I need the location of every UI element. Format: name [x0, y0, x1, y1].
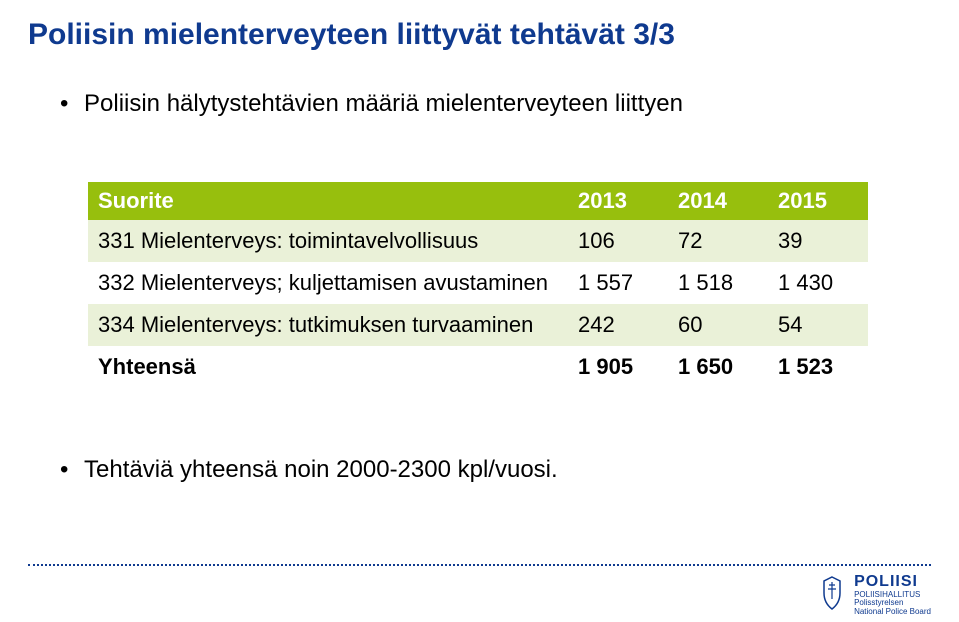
cell-value: 72 [668, 220, 768, 262]
logo-text-block: POLIISI POLIISIHALLITUS Polisstyrelsen N… [854, 574, 931, 616]
police-badge-icon [818, 575, 846, 616]
bullet-list-top: Poliisin hälytystehtävien määriä mielent… [60, 90, 899, 142]
cell-value: 242 [568, 304, 668, 346]
table-header-row: Suorite 2013 2014 2015 [88, 182, 868, 220]
bullet-item: Tehtäviä yhteensä noin 2000-2300 kpl/vuo… [60, 456, 899, 484]
col-header-2014: 2014 [668, 182, 768, 220]
cell-value: 39 [768, 220, 868, 262]
cell-value: 1 430 [768, 262, 868, 304]
cell-value: 1 905 [568, 346, 668, 388]
page-title: Poliisin mielenterveyteen liittyvät teht… [28, 18, 675, 52]
table-row: 334 Mielenterveys: tutkimuksen turvaamin… [88, 304, 868, 346]
cell-value: 54 [768, 304, 868, 346]
logo-sub-text: National Police Board [854, 608, 931, 616]
cell-label: 334 Mielenterveys: tutkimuksen turvaamin… [88, 304, 568, 346]
cell-label: Yhteensä [88, 346, 568, 388]
cell-value: 1 650 [668, 346, 768, 388]
cell-label: 332 Mielenterveys; kuljettamisen avustam… [88, 262, 568, 304]
bullet-list-bottom: Tehtäviä yhteensä noin 2000-2300 kpl/vuo… [60, 456, 899, 508]
col-header-2015: 2015 [768, 182, 868, 220]
col-header-2013: 2013 [568, 182, 668, 220]
cell-value: 106 [568, 220, 668, 262]
footer-divider [28, 564, 931, 566]
bullet-item: Poliisin hälytystehtävien määriä mielent… [60, 90, 899, 118]
cell-label: 331 Mielenterveys: toimintavelvollisuus [88, 220, 568, 262]
logo-main-text: POLIISI [854, 574, 931, 591]
col-header-suorite: Suorite [88, 182, 568, 220]
table-row: 331 Mielenterveys: toimintavelvollisuus … [88, 220, 868, 262]
cell-value: 1 518 [668, 262, 768, 304]
cell-value: 1 523 [768, 346, 868, 388]
police-logo: POLIISI POLIISIHALLITUS Polisstyrelsen N… [818, 574, 931, 616]
cell-value: 60 [668, 304, 768, 346]
table-row-total: Yhteensä 1 905 1 650 1 523 [88, 346, 868, 388]
table-row: 332 Mielenterveys; kuljettamisen avustam… [88, 262, 868, 304]
data-table: Suorite 2013 2014 2015 331 Mielenterveys… [88, 182, 868, 388]
cell-value: 1 557 [568, 262, 668, 304]
